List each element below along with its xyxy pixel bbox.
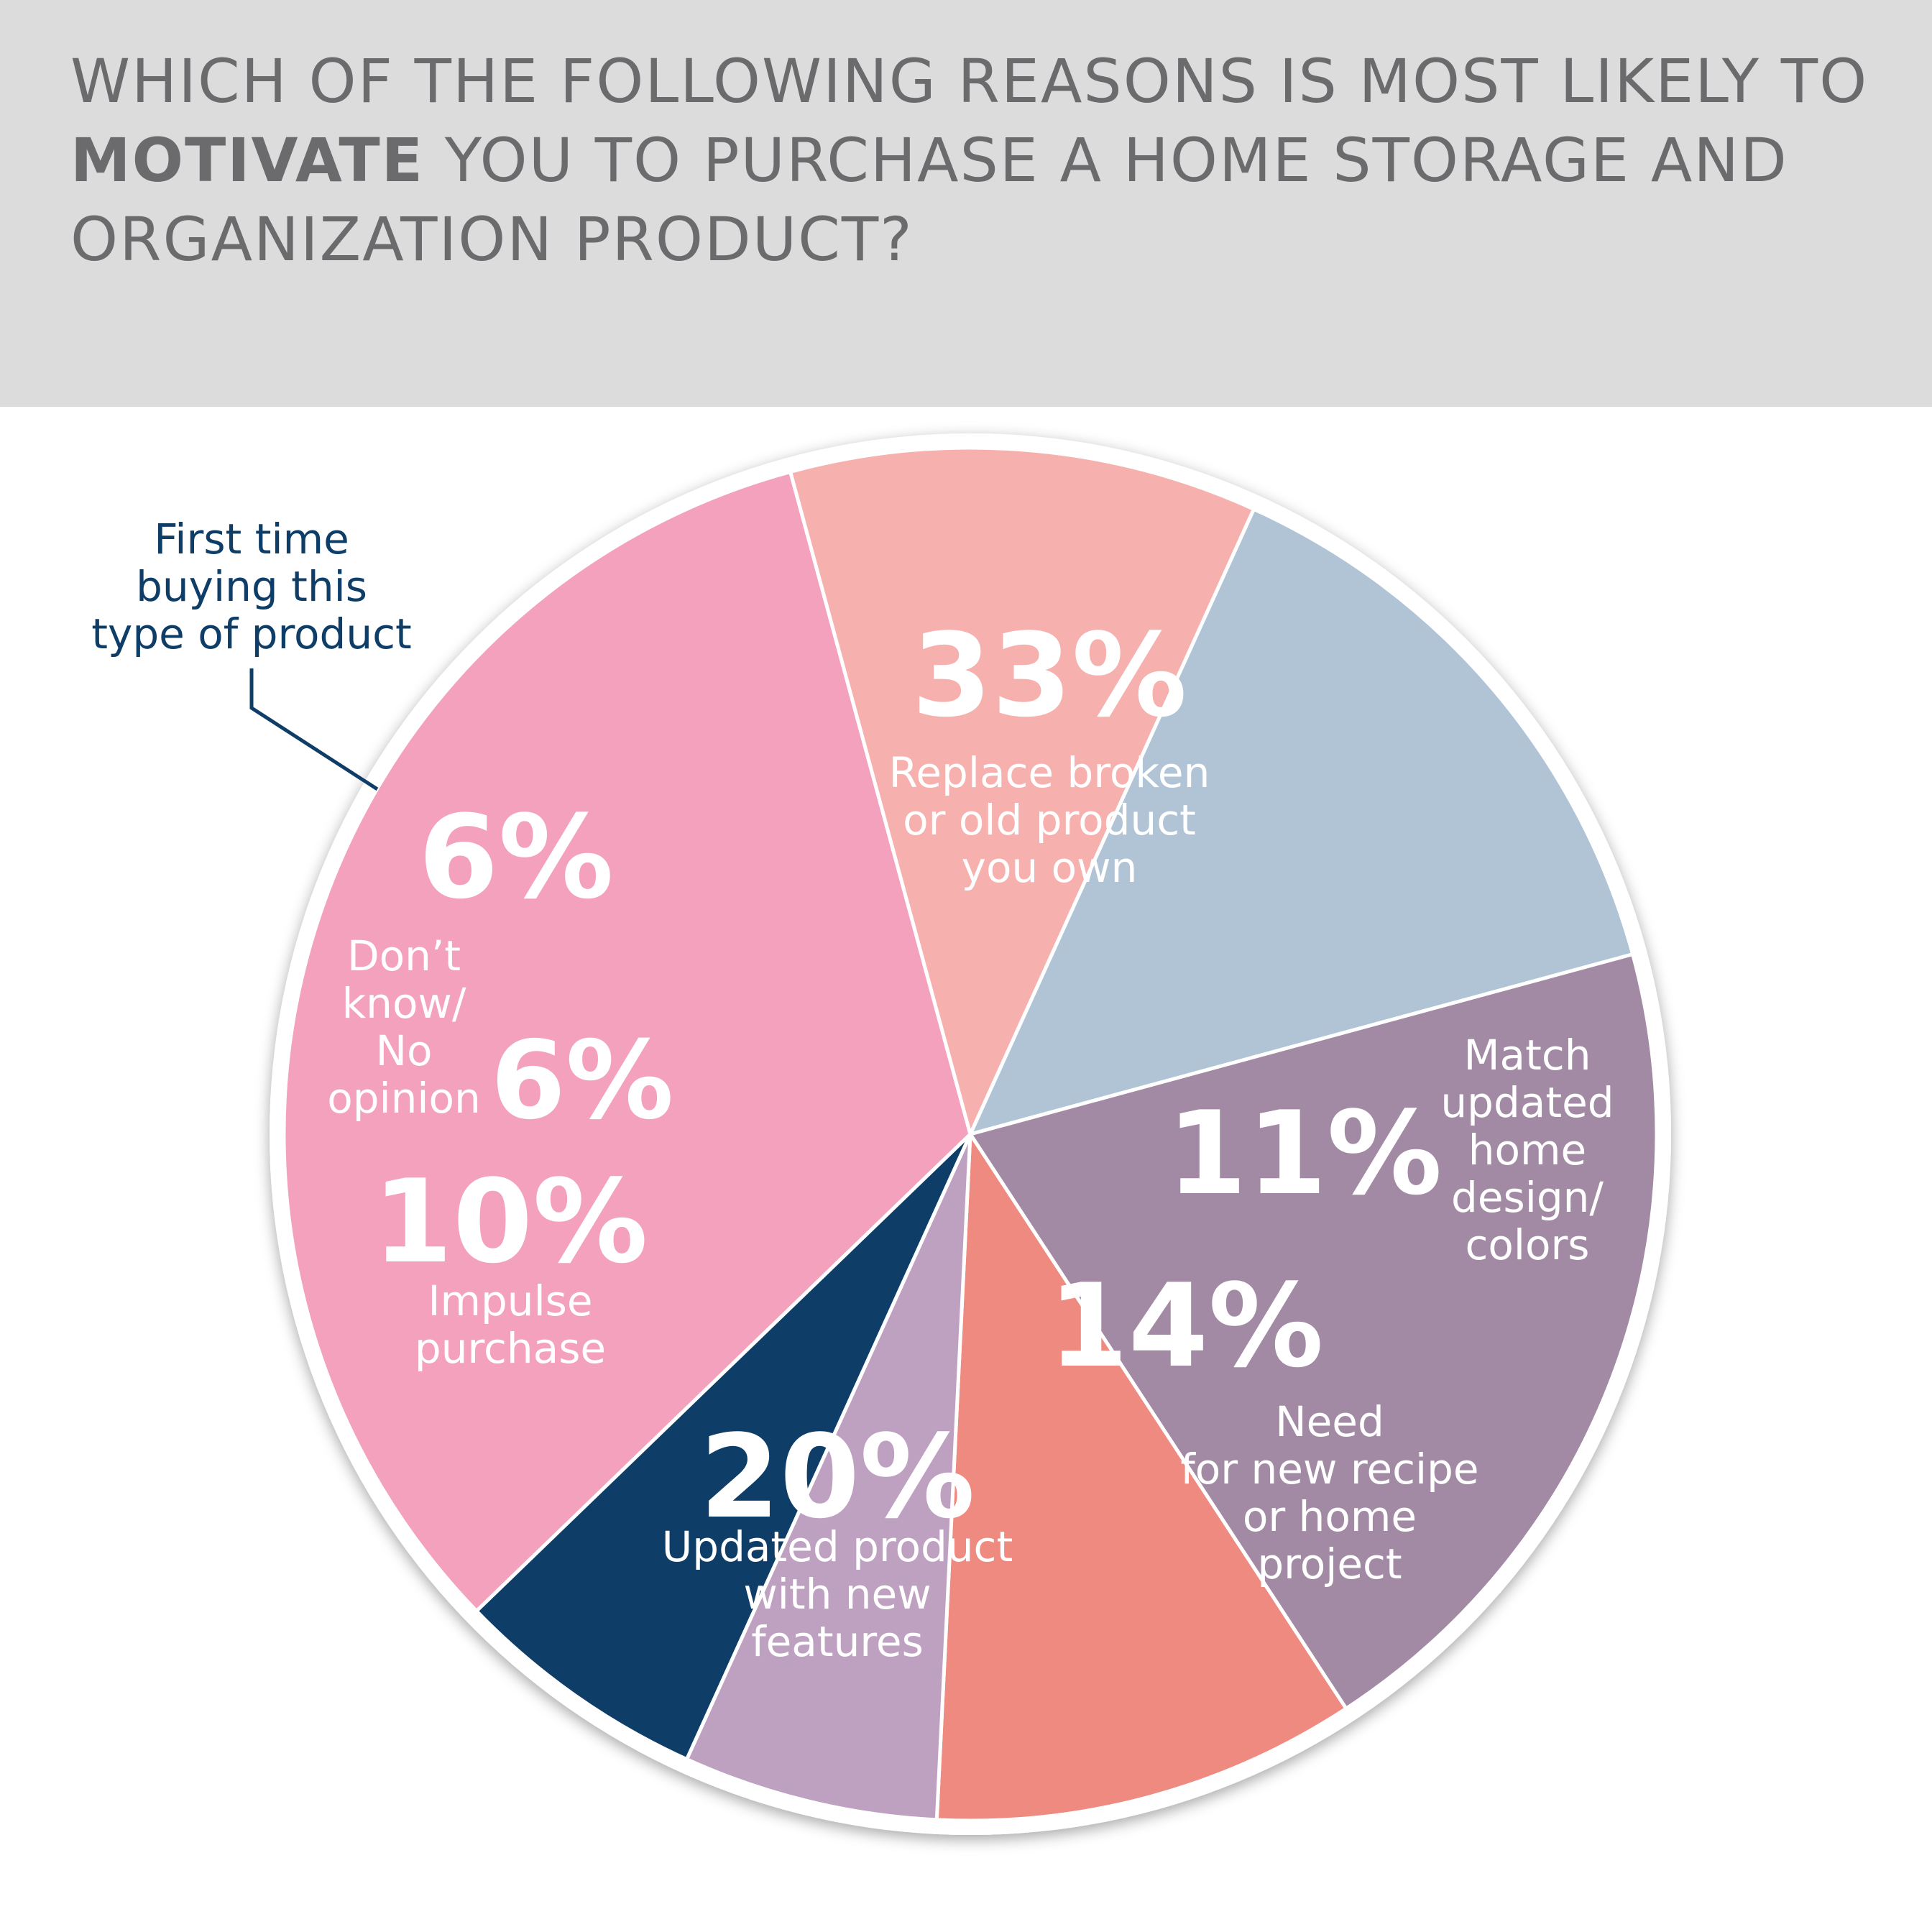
category-label-impulse: Impulse purchase (415, 1276, 606, 1373)
title-part-2: YOU TO PURCHASE A HOME STORAGE AND ORGAN… (70, 125, 1788, 275)
slice-match (788, 446, 1256, 1136)
category-label-firsttime: First time buying this type of product (91, 515, 411, 658)
callout (249, 668, 379, 791)
percent-label-firsttime: 6% (418, 790, 614, 924)
title-banner: WHICH OF THE FOLLOWING REASONS IS MOST L… (0, 0, 1932, 407)
callout-leader-line (249, 668, 379, 791)
percent-label-impulse: 10% (373, 1154, 648, 1289)
pie-slices (282, 446, 1659, 1823)
title-emphasis: MOTIVATE (70, 125, 425, 196)
category-label-updated: Updated product with new features (662, 1522, 1013, 1666)
slice-impulse (934, 1132, 1348, 1823)
percent-label-updated: 20% (700, 1409, 975, 1544)
slice-need (968, 507, 1635, 1136)
category-label-need: Need for new recipe or home project (1180, 1397, 1478, 1588)
category-label-match: Match updated home design/colors (1440, 1031, 1614, 1269)
percent-label-dontknow: 6% (491, 1018, 674, 1144)
percent-label-need: 14% (1049, 1259, 1324, 1393)
slice-updated (968, 952, 1659, 1711)
percent-label-match: 11% (1167, 1086, 1443, 1220)
slice-labels: 33%Replace broken or old product you own 11… (91, 515, 1614, 1666)
chart-title: WHICH OF THE FOLLOWING REASONS IS MOST L… (70, 42, 1896, 279)
percent-label-replace: 33% (912, 608, 1187, 742)
slice-replace (282, 469, 972, 1613)
title-part-1: WHICH OF THE FOLLOWING REASONS IS MOST L… (70, 46, 1869, 116)
category-label-dontknow: Don’t know/No opinion (327, 932, 481, 1123)
slice-firsttime (474, 1132, 972, 1762)
slice-dontknow (685, 1132, 972, 1822)
category-label-replace: Replace broken or old product you own (889, 748, 1210, 892)
